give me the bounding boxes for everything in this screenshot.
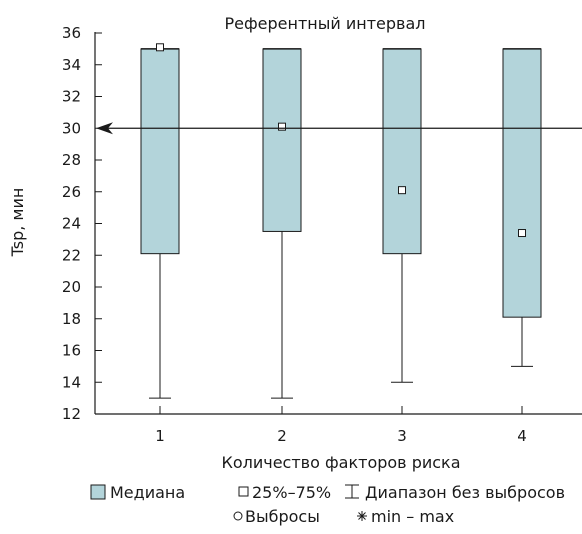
y-tick-label: 16 xyxy=(62,342,81,360)
legend-circle-icon xyxy=(233,511,243,521)
reference-interval-label: Референтный интервал xyxy=(224,14,425,33)
y-tick-label: 28 xyxy=(62,151,81,169)
median-marker xyxy=(398,186,406,195)
y-tick-label: 24 xyxy=(62,215,81,233)
y-tick-label: 26 xyxy=(62,183,81,201)
y-tick-label: 18 xyxy=(62,310,81,328)
legend-label: Выбросы xyxy=(245,507,320,526)
x-axis-label: Количество факторов риска xyxy=(221,453,460,472)
box xyxy=(382,48,422,255)
legend-label: Диапазон без выбросов xyxy=(365,483,565,502)
y-axis-label: Tsp, мин xyxy=(8,188,27,258)
y-tick-label: 22 xyxy=(62,246,81,264)
reference-line-group xyxy=(96,122,582,135)
median-marker xyxy=(278,122,286,131)
x-tick-label: 2 xyxy=(277,427,287,445)
x-tick-label: 1 xyxy=(155,427,165,445)
x-tick-label: 3 xyxy=(397,427,407,445)
y-tick-label: 14 xyxy=(62,373,81,391)
y-tick-label: 20 xyxy=(62,278,81,296)
legend-asterisk-icon xyxy=(358,512,366,520)
y-tick-label: 30 xyxy=(62,119,81,137)
y-tick-label: 34 xyxy=(62,56,81,74)
y-tick-label: 36 xyxy=(62,24,81,42)
legend-label: min – max xyxy=(371,507,454,526)
box xyxy=(502,48,542,318)
median-marker xyxy=(518,229,526,238)
legend-label: 25%–75% xyxy=(252,483,331,502)
reference-arrow-icon xyxy=(96,122,113,135)
boxes-group xyxy=(140,43,542,399)
y-tick-label: 32 xyxy=(62,88,81,106)
legend: Медиана 25%–75% Диапазон без выбросов Выбро… xyxy=(90,483,565,526)
box xyxy=(262,48,302,232)
y-tick-label: 12 xyxy=(62,405,81,423)
legend-box-icon xyxy=(90,484,106,500)
legend-label: Медиана xyxy=(110,483,185,502)
box xyxy=(140,48,180,255)
x-tick-label: 4 xyxy=(517,427,527,445)
median-marker xyxy=(156,43,164,52)
legend-square-icon xyxy=(238,486,249,497)
